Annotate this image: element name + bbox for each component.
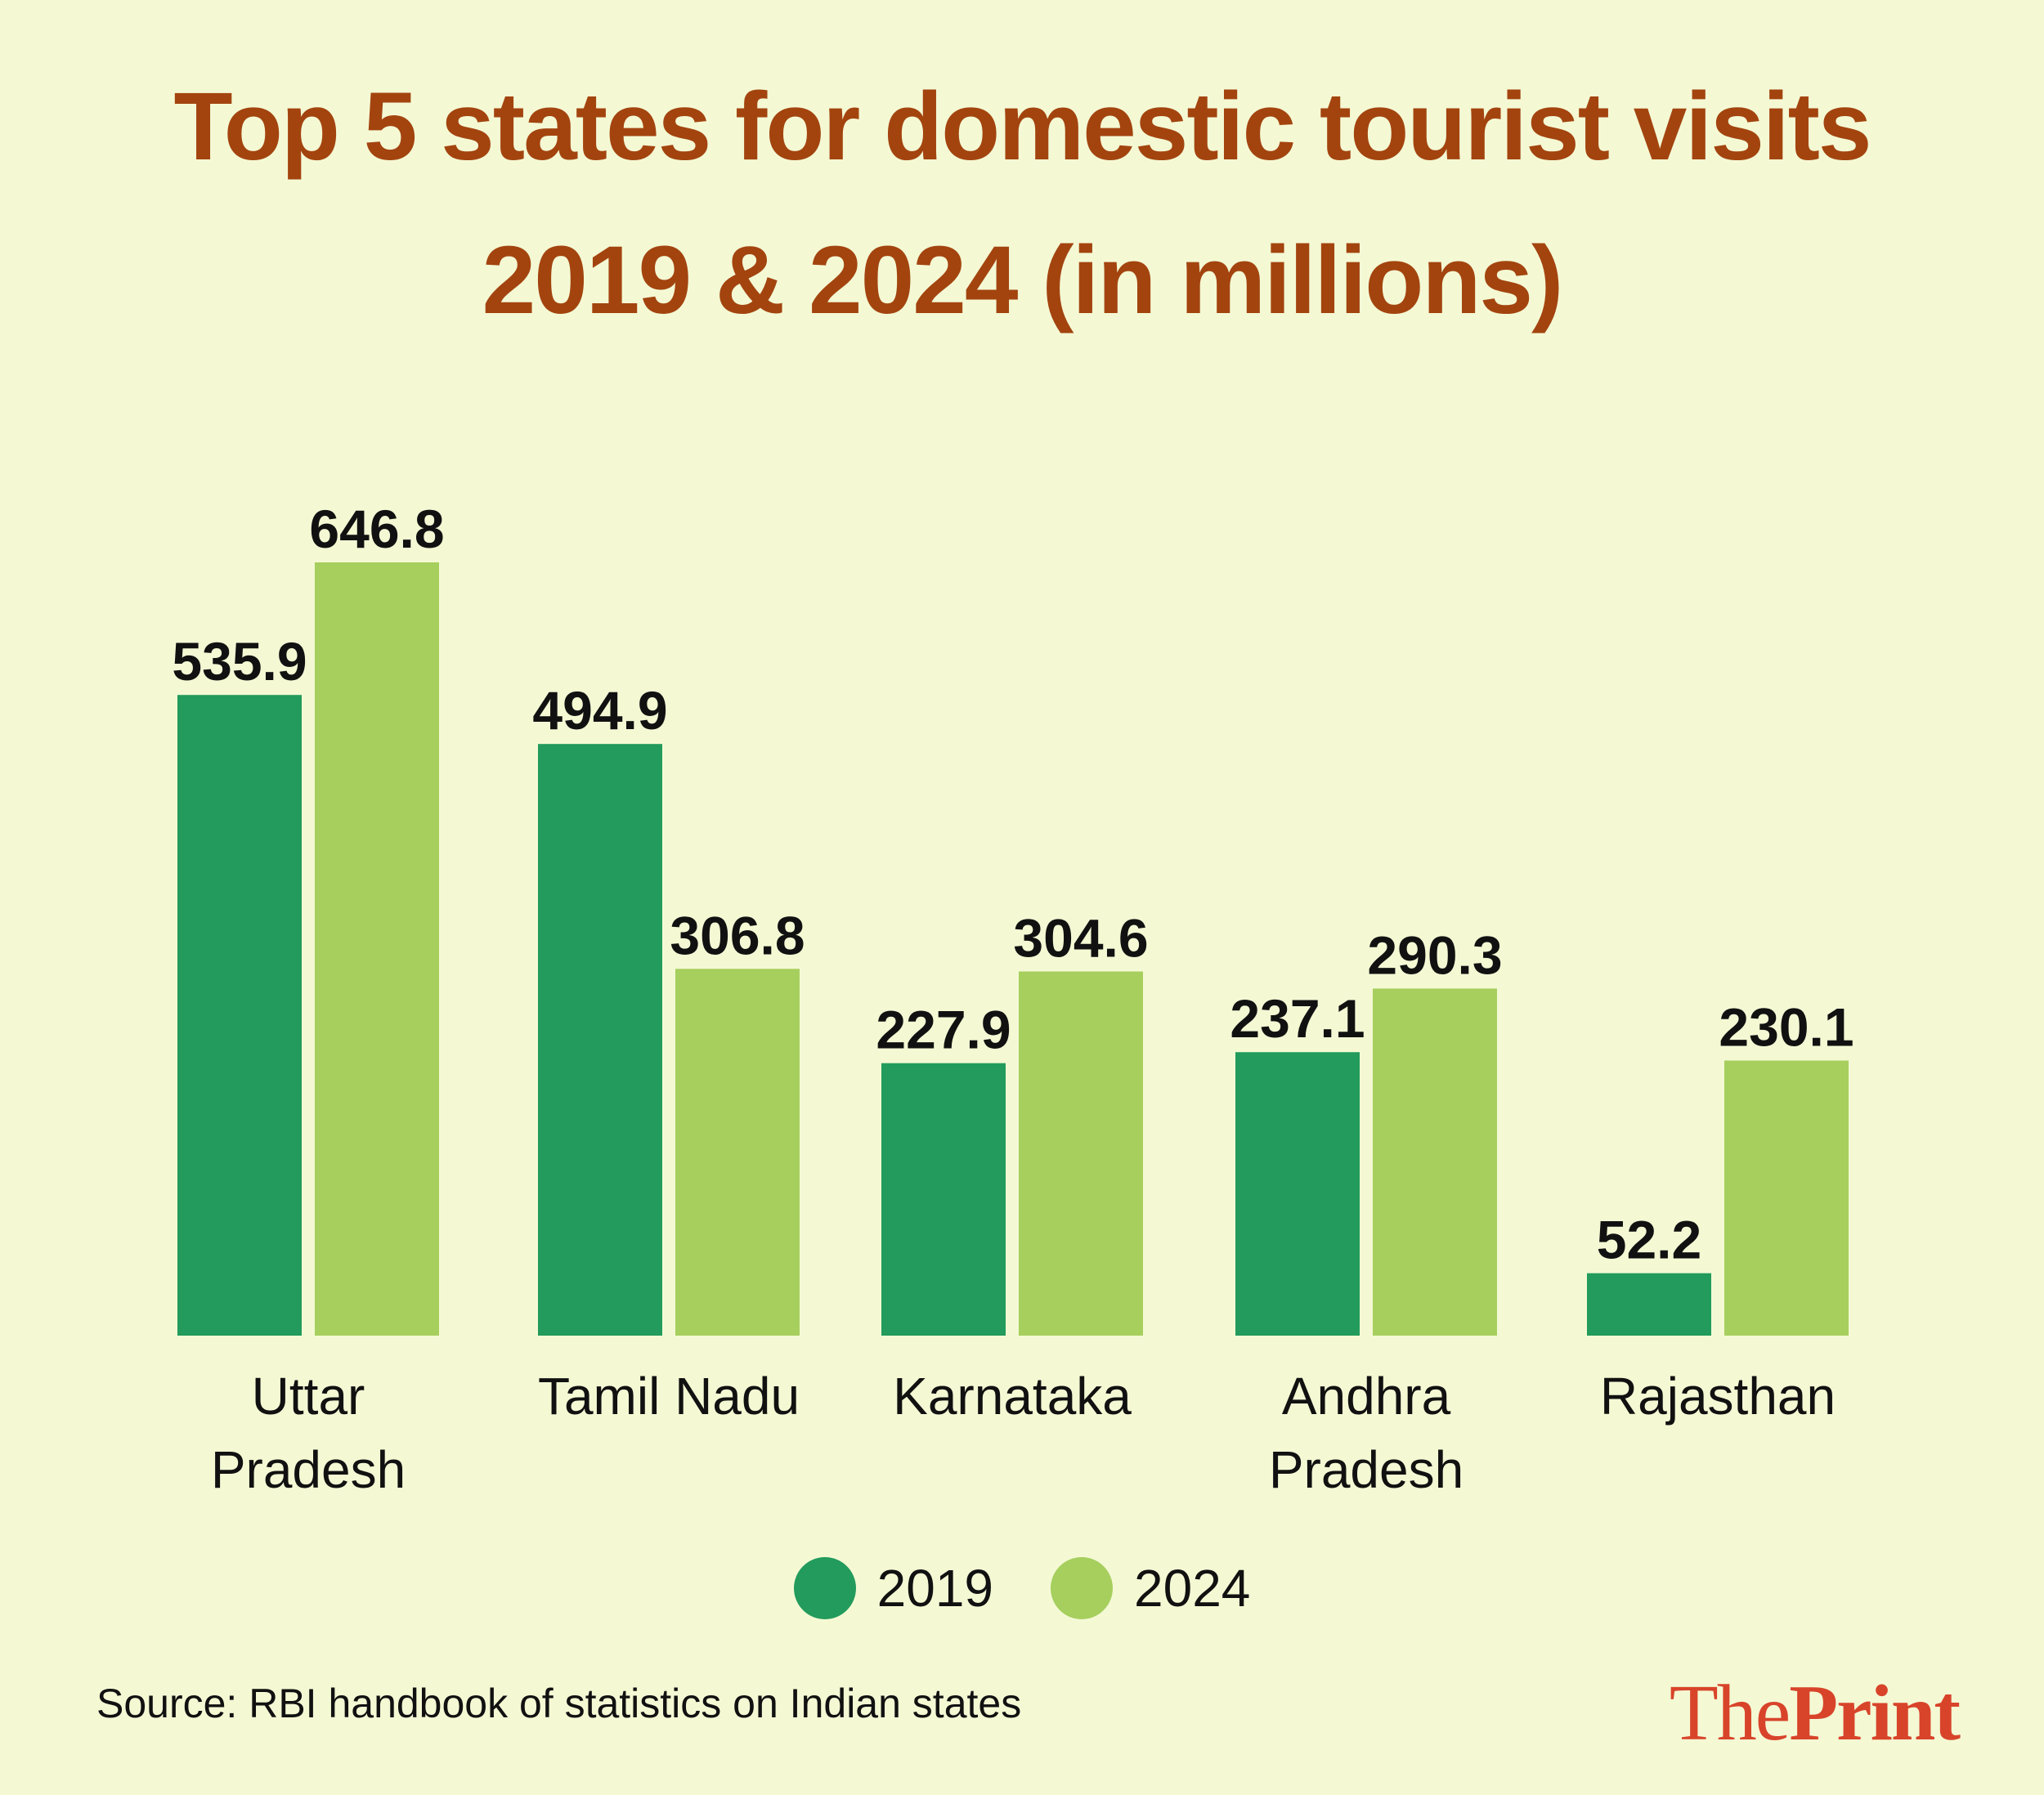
bar-value-label-2019-1: 494.9: [532, 680, 667, 741]
legend-label-2019: 2019: [876, 1559, 993, 1618]
category-label-1-line-0: Tamil Nadu: [538, 1367, 800, 1426]
bar-2024-3: [1373, 988, 1497, 1336]
logo-the: The: [1669, 1669, 1791, 1757]
bar-value-label-2024-1: 306.8: [670, 905, 805, 965]
legend-item-2024: 2024: [1051, 1557, 1250, 1619]
bar-2024-1: [675, 969, 800, 1336]
chart-title-line-1: Top 5 states for domestic tourist visits: [173, 73, 1871, 181]
legend-item-2019: 2019: [793, 1557, 993, 1619]
legend-swatch-2019: [793, 1557, 856, 1619]
bar-value-label-2024-2: 304.6: [1013, 907, 1148, 968]
bar-value-label-2019-2: 227.9: [876, 1000, 1011, 1060]
bar-value-label-2019-4: 52.2: [1597, 1210, 1701, 1270]
bar-value-label-2024-0: 646.8: [309, 499, 444, 559]
legend-label-2024: 2024: [1134, 1559, 1251, 1618]
bar-value-label-2024-3: 290.3: [1367, 924, 1502, 985]
category-label-0-line-0: Uttar: [252, 1367, 365, 1426]
bar-2024-0: [315, 562, 439, 1336]
legend: 2019 2024: [0, 1557, 2044, 1619]
bar-2019-1: [538, 744, 662, 1336]
category-label-3-line-0: Andhra: [1282, 1367, 1451, 1426]
bar-value-label-2019-3: 237.1: [1230, 988, 1365, 1049]
bar-2024-2: [1019, 971, 1143, 1336]
category-label-2-line-0: Karnataka: [893, 1367, 1132, 1426]
theprint-logo: ThePrint: [1669, 1667, 1961, 1759]
logo-print: Print: [1789, 1669, 1961, 1757]
bar-2019-2: [881, 1063, 1006, 1336]
bar-value-label-2019-0: 535.9: [172, 631, 307, 692]
bar-2024-4: [1724, 1060, 1849, 1336]
category-label-0-line-1: Pradesh: [211, 1440, 406, 1499]
bar-value-label-2024-4: 230.1: [1719, 996, 1853, 1057]
bar-2019-0: [177, 695, 302, 1336]
bar-2019-3: [1235, 1052, 1360, 1336]
legend-swatch-2024: [1051, 1557, 1113, 1619]
chart-title-line-2: 2019 & 2024 (in millions): [482, 226, 1564, 334]
bar-2019-4: [1587, 1273, 1711, 1336]
source-note: Source: RBI handbook of statistics on In…: [96, 1681, 1022, 1726]
category-label-4-line-0: Rajasthan: [1600, 1367, 1836, 1426]
category-label-3-line-1: Pradesh: [1269, 1440, 1464, 1499]
